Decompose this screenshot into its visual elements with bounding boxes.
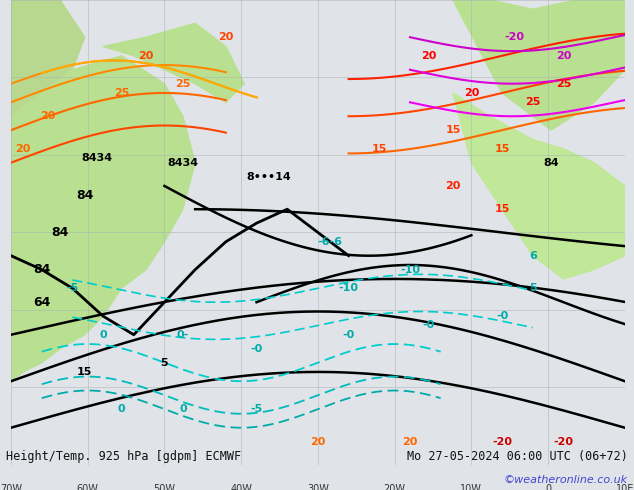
Text: -6-6: -6-6 [318,237,343,247]
Text: -20: -20 [492,437,512,447]
Text: -10: -10 [400,265,420,275]
Text: Height/Temp. 925 hPa [gdpm] ECMWF: Height/Temp. 925 hPa [gdpm] ECMWF [6,450,242,463]
Text: 20: 20 [463,88,479,98]
Polygon shape [103,23,244,102]
Text: 8•••14: 8•••14 [247,172,291,182]
Polygon shape [11,0,146,372]
Text: ©weatheronline.co.uk: ©weatheronline.co.uk [503,475,628,485]
Text: 0-: 0- [177,330,189,340]
Text: 25: 25 [175,79,191,89]
Text: 15: 15 [77,367,93,377]
Text: 20: 20 [218,32,233,42]
Text: 8434: 8434 [81,153,112,163]
Text: -20: -20 [504,32,524,42]
Text: -5: -5 [67,283,79,293]
Polygon shape [453,93,625,279]
Text: 15: 15 [495,144,510,154]
Text: 40W: 40W [230,484,252,490]
Text: 20: 20 [403,437,418,447]
Text: 10E: 10E [616,484,634,490]
Text: -0: -0 [250,343,262,354]
Text: 70W: 70W [0,484,22,490]
Text: -0: -0 [496,311,508,321]
Text: 20: 20 [445,181,461,191]
Text: 20: 20 [16,144,31,154]
Text: 20: 20 [40,111,56,121]
Text: 25: 25 [525,98,540,107]
Text: 25: 25 [113,88,129,98]
Text: 0: 0 [100,330,107,340]
Text: 84: 84 [51,226,69,239]
Text: 5: 5 [160,358,168,368]
Text: 64: 64 [33,295,50,309]
Text: -0: -0 [342,330,354,340]
Text: -10: -10 [339,283,359,293]
Text: 84: 84 [33,263,50,276]
Text: 50W: 50W [153,484,176,490]
Text: 60W: 60W [77,484,99,490]
Text: 84: 84 [543,158,559,168]
Text: 15: 15 [495,204,510,214]
Text: 25: 25 [556,79,571,89]
Text: 0: 0 [118,404,126,414]
Text: 20: 20 [556,51,571,61]
Text: 84: 84 [76,189,93,202]
Text: 20: 20 [310,437,326,447]
Text: 20: 20 [138,51,153,61]
Text: -5: -5 [250,404,262,414]
Text: 0: 0 [545,484,551,490]
Text: 30W: 30W [307,484,329,490]
Text: 6: 6 [529,251,536,261]
Text: 20: 20 [421,51,436,61]
Text: 15: 15 [372,144,387,154]
Text: -20: -20 [553,437,573,447]
Text: -0: -0 [422,320,434,330]
Polygon shape [453,0,625,130]
Text: 15: 15 [445,125,461,135]
Text: 20W: 20W [384,484,406,490]
Text: 0: 0 [179,404,186,414]
Polygon shape [11,56,195,381]
Text: 10W: 10W [460,484,482,490]
Text: 8434: 8434 [167,158,198,168]
Text: Mo 27-05-2024 06:00 UTC (06+72): Mo 27-05-2024 06:00 UTC (06+72) [407,450,628,463]
Text: 5: 5 [529,283,536,293]
